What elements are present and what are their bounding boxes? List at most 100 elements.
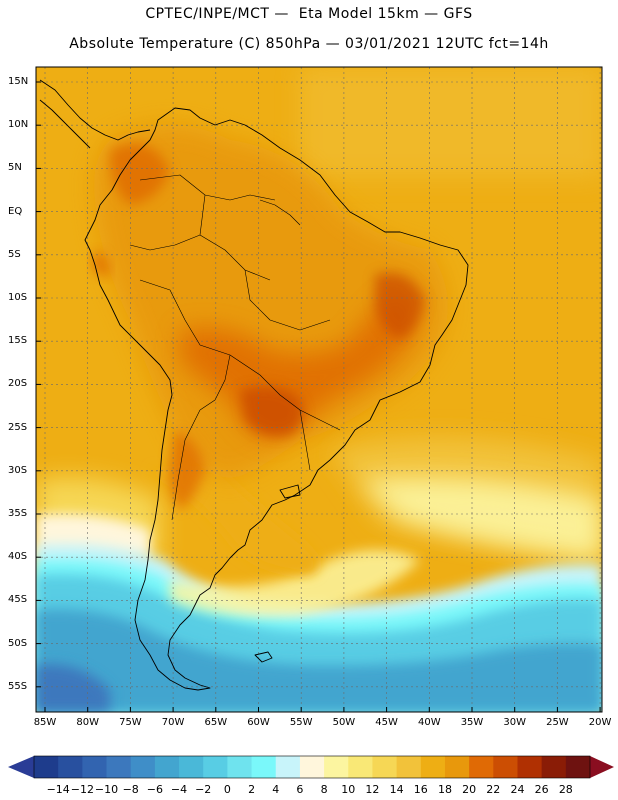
colorbar-label: −12 [70, 783, 94, 796]
field-north-atlantic [300, 67, 602, 177]
longitude-label: 75W [119, 717, 142, 728]
falkland-islands [254, 651, 273, 663]
longitude-label: 50W [332, 717, 356, 728]
colorbar-swatch [179, 756, 204, 778]
colorbar-swatch [324, 756, 349, 778]
latitude-label: 35S [8, 508, 28, 519]
colorbar-swatch [420, 756, 446, 778]
colorbar-swatch [58, 756, 83, 778]
latitude-label: 10S [8, 292, 28, 303]
latitude-label: 40S [8, 551, 28, 563]
colorbar-label: 4 [272, 783, 280, 796]
colorbar-swatch [34, 756, 59, 778]
latitude-label: 10N [8, 119, 29, 131]
field-hot-core-colombia [110, 143, 170, 205]
colorbar-label: −4 [170, 783, 188, 796]
colorbar-label: −2 [195, 783, 212, 796]
colorbar-label: 18 [437, 783, 452, 796]
longitude-label: 65W [204, 717, 228, 728]
field-south-cold-4 [36, 609, 602, 712]
colorbar-swatch [565, 756, 591, 778]
colorbar-label: 2 [248, 783, 256, 796]
south-america-coastline [84, 107, 469, 691]
field-hot-core-northeast [375, 272, 425, 340]
colorbar-swatch [396, 756, 422, 778]
map-frame [35, 66, 603, 713]
latitude-label: 45S [8, 594, 28, 606]
colorbar-label: 14 [389, 783, 404, 796]
latitude-label: 5N [8, 162, 22, 174]
colorbar-label: 22 [486, 783, 501, 796]
colorbar-swatch [275, 756, 301, 778]
latitude-label: 15S [8, 335, 28, 347]
longitude-label: 70W [161, 717, 185, 728]
colorbar [8, 755, 614, 779]
longitude-label: 20W [588, 717, 612, 728]
colorbar-swatch [82, 756, 108, 778]
colorbar-label: 26 [534, 783, 549, 796]
graticule [36, 67, 602, 712]
field-south-cold-5 [36, 664, 110, 712]
latitude-label: 30S [8, 464, 28, 476]
longitude-label: 45W [375, 717, 398, 728]
colorbar-label: 16 [413, 783, 428, 796]
latitude-label: 50S [8, 637, 28, 649]
temperature-field [36, 67, 602, 712]
colorbar-label: 10 [341, 783, 356, 796]
colorbar-label: −6 [146, 783, 163, 796]
field-patagonia-pale [170, 550, 420, 616]
central-america-coastline [39, 79, 151, 149]
colorbar-label: 6 [296, 783, 304, 796]
latitude-label: 25S [8, 421, 28, 433]
colorbar-swatch [130, 756, 156, 778]
longitude-label: 35W [460, 717, 484, 728]
latitude-label: 5S [8, 248, 21, 260]
title-line-1: CPTEC/INPE/MCT — Eta Model 15km — GFS [145, 6, 473, 22]
colorbar-swatch [227, 756, 253, 778]
field-continent-warm [94, 125, 448, 480]
longitude-label: 80W [76, 717, 99, 728]
latitude-label: 55S [8, 680, 28, 692]
longitude-label: 55W [289, 717, 313, 728]
colorbar-swatch [251, 756, 277, 778]
axis-ticks [36, 81, 601, 712]
colorbar-label: −10 [94, 783, 119, 796]
latitude-label: 15N [8, 76, 29, 87]
colorbar-under-arrow [8, 756, 34, 778]
colorbar-frame [33, 755, 591, 779]
colorbar-label: 12 [365, 783, 380, 796]
field-hot-core-chaco [240, 386, 304, 436]
colorbar-over-arrow [590, 756, 614, 778]
colorbar-swatch [517, 756, 543, 778]
colorbar-label: 24 [510, 783, 525, 796]
colorbar-label: −14 [46, 783, 70, 796]
latitude-label: 20S [8, 378, 28, 390]
colorbar-swatch [493, 756, 518, 778]
uruguay-lagoon [279, 484, 301, 499]
coastlines [39, 79, 469, 691]
colorbar-swatch [203, 756, 228, 778]
longitude-label: 60W [247, 717, 270, 728]
field-hot-core-andes [168, 430, 205, 510]
colorbar-swatch [372, 756, 398, 778]
colorbar-swatch [541, 756, 567, 778]
colorbar-label: 28 [558, 783, 573, 796]
field-south-atlantic-pale [360, 477, 602, 560]
latitude-label: EQ [8, 205, 23, 217]
title-line-2: Absolute Temperature (C) 850hPa — 03/01/… [69, 36, 549, 52]
longitude-label: 85W [33, 717, 57, 728]
longitude-label: 30W [503, 717, 526, 728]
colorbar-label: −8 [122, 783, 139, 796]
colorbar-swatch [299, 756, 325, 778]
longitude-label: 25W [546, 717, 569, 728]
colorbar-label: 20 [462, 783, 477, 796]
colorbar-swatch [469, 756, 494, 778]
colorbar-swatch [444, 756, 470, 778]
colorbar-label: 8 [320, 783, 328, 796]
country-borders [129, 174, 341, 521]
longitude-label: 40W [417, 717, 441, 728]
colorbar-swatch [154, 756, 180, 778]
colorbar-swatch [106, 756, 132, 778]
colorbar-label: 0 [223, 783, 231, 796]
